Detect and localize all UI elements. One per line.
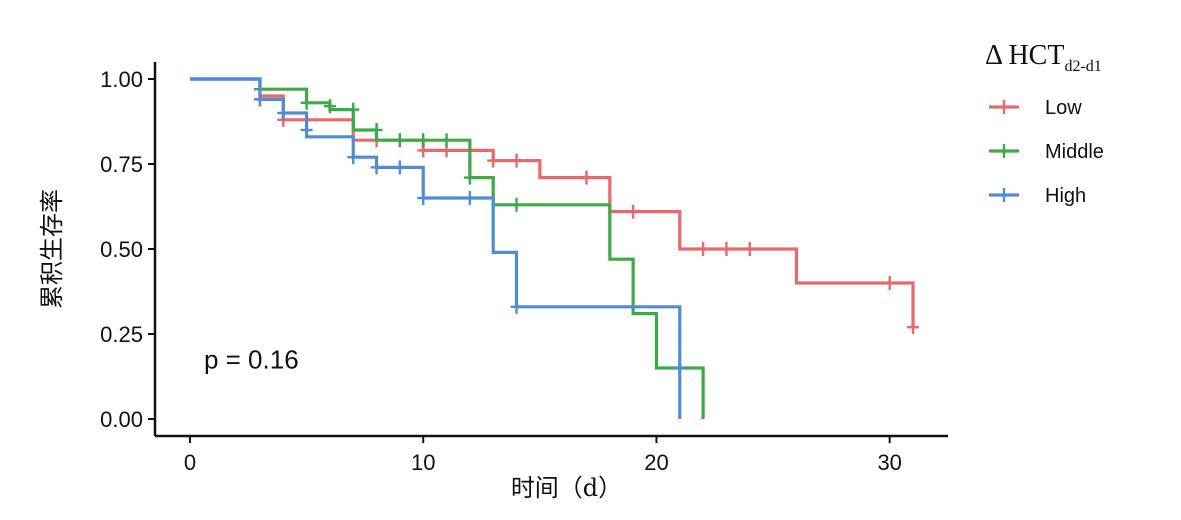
y-tick-label: 0.75 xyxy=(100,152,143,177)
y-tick-label: 1.00 xyxy=(100,67,143,92)
censor-mark xyxy=(347,150,360,165)
censor-mark xyxy=(673,361,686,375)
y-tick-label: 0.25 xyxy=(100,322,143,347)
censor-mark xyxy=(277,106,290,120)
censor-mark xyxy=(510,153,523,168)
y-axis-title: 累积生存率 xyxy=(38,189,66,309)
censor-mark xyxy=(463,170,476,185)
ticks: 0.00 0.25 0.50 0.75 1.00 0 10 20 30 xyxy=(100,67,902,475)
legend-label: Low xyxy=(1045,97,1082,119)
censor-mark xyxy=(463,191,476,205)
p-value-annotation: p = 0.16 xyxy=(204,345,299,375)
series-low xyxy=(189,77,920,335)
series-high xyxy=(189,77,686,419)
censor-mark xyxy=(417,133,430,148)
censor-mark xyxy=(627,204,640,219)
censor-mark xyxy=(393,133,406,148)
legend-item-high: High xyxy=(989,185,1086,207)
censor-mark xyxy=(370,123,383,137)
censor-mark xyxy=(487,153,500,168)
legend-title: Δ HCTd2-d1 xyxy=(985,40,1102,75)
legend-title-main: Δ HCT xyxy=(985,40,1064,71)
x-tick-label: 0 xyxy=(184,450,196,475)
survival-curve-low xyxy=(189,77,915,328)
censor-mark xyxy=(510,197,523,212)
legend-item-low: Low xyxy=(989,97,1082,119)
x-tick-label: 30 xyxy=(877,450,901,475)
censor-mark xyxy=(300,123,313,137)
x-axis-title: 时间（d） xyxy=(511,474,622,502)
survival-curve-high xyxy=(189,77,682,419)
y-tick-label: 0.00 xyxy=(100,407,143,432)
x-tick-label: 20 xyxy=(644,450,668,475)
censor-mark xyxy=(253,92,266,107)
series-middle xyxy=(189,77,705,419)
censor-mark xyxy=(883,276,896,290)
censor-mark xyxy=(580,170,593,185)
censor-mark xyxy=(323,99,336,114)
censor-mark xyxy=(440,133,453,148)
censor-mark xyxy=(300,95,313,110)
legend-items: Low Middle High xyxy=(989,97,1104,207)
legend: Δ HCTd2-d1 Low Middle High xyxy=(985,40,1104,207)
censor-mark xyxy=(393,160,406,175)
series-layer xyxy=(189,77,920,419)
censor-mark xyxy=(370,160,383,175)
legend-label: Middle xyxy=(1045,141,1104,163)
censor-mark xyxy=(697,242,710,256)
legend-label: High xyxy=(1045,185,1086,207)
censor-mark xyxy=(347,102,360,117)
censor-mark xyxy=(510,299,523,314)
censor-mark xyxy=(743,242,756,256)
axes xyxy=(153,62,948,438)
x-tick-label: 10 xyxy=(411,450,435,475)
legend-title-subscript: d2-d1 xyxy=(1064,58,1101,75)
y-tick-label: 0.50 xyxy=(100,237,143,262)
censor-mark xyxy=(907,320,920,335)
censor-mark xyxy=(417,191,430,205)
legend-item-middle: Middle xyxy=(989,141,1104,163)
censor-mark xyxy=(720,242,733,256)
